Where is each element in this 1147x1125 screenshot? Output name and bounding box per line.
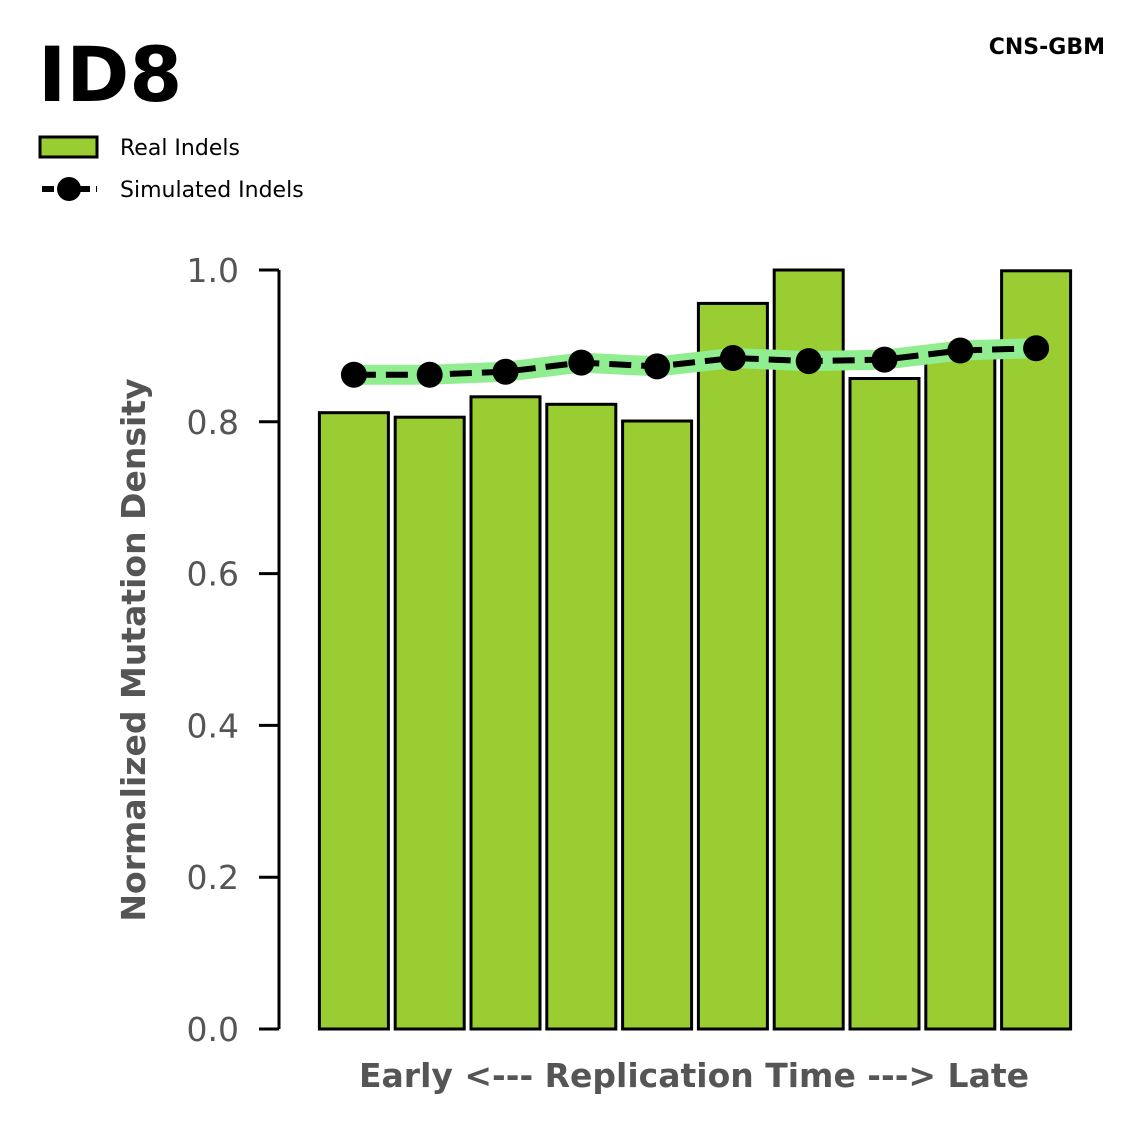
line-series-simulated-indels bbox=[340, 335, 1050, 388]
bar-real-indels bbox=[393, 415, 466, 1031]
point-simulated-indels bbox=[492, 358, 519, 385]
legend-marker-simulated-indels bbox=[57, 177, 81, 201]
point-simulated-indels bbox=[340, 361, 367, 388]
y-tick-label: 0.0 bbox=[187, 1010, 239, 1049]
point-simulated-indels bbox=[947, 337, 974, 364]
bar-real-indels bbox=[696, 301, 769, 1031]
bar-real-indels bbox=[924, 349, 997, 1031]
bar-real-indels bbox=[317, 411, 390, 1031]
chart-subtitle: CNS-GBM bbox=[989, 35, 1105, 60]
bar-real-indels bbox=[545, 402, 618, 1031]
point-simulated-indels bbox=[416, 361, 443, 388]
x-axis-label: Early <--- Replication Time ---> Late bbox=[359, 1056, 1029, 1095]
point-simulated-indels bbox=[644, 353, 671, 380]
legend-swatch-real-indels bbox=[38, 135, 99, 159]
bar-real-indels bbox=[469, 395, 542, 1031]
legend: Real Indels Simulated Indels bbox=[38, 135, 304, 203]
bar-real-indels bbox=[848, 377, 921, 1031]
point-simulated-indels bbox=[871, 346, 898, 373]
y-axis: 0.0 0.2 0.4 0.6 0.8 1.0 bbox=[187, 251, 281, 1049]
y-tick-label: 0.8 bbox=[187, 403, 239, 442]
point-simulated-indels bbox=[568, 349, 595, 376]
y-tick-label: 0.6 bbox=[187, 555, 239, 594]
y-tick-label: 0.2 bbox=[187, 858, 239, 897]
point-simulated-indels bbox=[719, 345, 746, 371]
point-simulated-indels bbox=[795, 348, 822, 375]
point-simulated-indels bbox=[1023, 335, 1050, 362]
bar-real-indels bbox=[772, 268, 845, 1031]
y-tick-label: 1.0 bbox=[187, 251, 239, 290]
legend-label-simulated-indels: Simulated Indels bbox=[120, 178, 304, 203]
legend-label-real-indels: Real Indels bbox=[120, 136, 240, 161]
simulated-indels-line bbox=[353, 345, 1037, 378]
bar-real-indels bbox=[621, 419, 694, 1031]
bar-real-indels bbox=[1000, 269, 1073, 1031]
y-tick-label: 0.4 bbox=[187, 706, 239, 745]
chart-title: ID8 bbox=[38, 30, 182, 119]
bar-series-real-indels bbox=[317, 268, 1073, 1031]
y-axis-label: Normalized Mutation Density bbox=[114, 378, 153, 921]
